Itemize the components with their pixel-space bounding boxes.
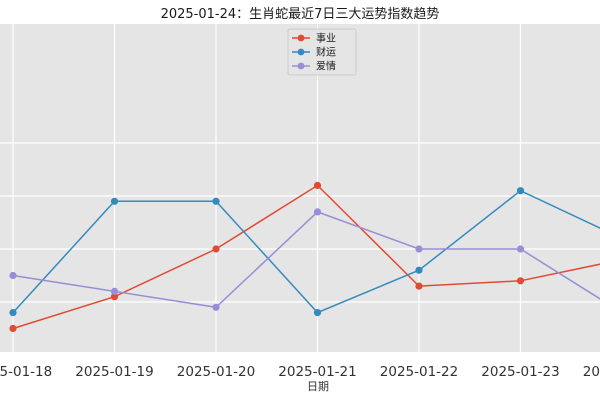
legend-box — [287, 28, 357, 76]
data-point — [9, 309, 17, 317]
data-point — [516, 245, 525, 253]
x-tick-label: 2025-01-23 — [481, 364, 559, 380]
legend-marker — [297, 62, 305, 70]
data-point — [313, 208, 322, 216]
x-tick-label: 2025-01-20 — [177, 364, 255, 380]
data-point — [212, 303, 220, 311]
data-point — [110, 293, 119, 301]
data-point — [212, 197, 220, 205]
data-point — [516, 277, 525, 285]
x-tick-label: 2025-01-21 — [278, 364, 356, 380]
series-layer — [9, 181, 600, 333]
x-tick-label: 2025-01-19 — [75, 364, 153, 380]
legend-label: 爱情 — [316, 60, 336, 73]
legend-label: 事业 — [316, 32, 336, 45]
data-point — [9, 271, 17, 280]
data-point — [9, 324, 17, 333]
data-point — [415, 245, 423, 253]
legend-marker — [297, 34, 305, 42]
x-tick-label: 2025-01-18 — [0, 364, 52, 380]
chart-title: 2025-01-24：生肖蛇最近7日三大运势指数趋势 — [161, 6, 440, 22]
data-point — [313, 309, 322, 317]
legend-label: 财运 — [316, 46, 336, 59]
data-point — [415, 266, 423, 274]
grid — [0, 24, 600, 352]
data-point — [313, 181, 322, 189]
legend-marker — [297, 48, 305, 56]
data-point — [516, 187, 525, 195]
x-axis-label: 日期 — [307, 380, 329, 393]
plot-background — [0, 24, 600, 352]
data-point — [415, 282, 423, 290]
x-tick-labels: 2025-01-18 2025-01-19 2025-01-20 2025-01-21… — [0, 364, 600, 380]
data-point — [110, 197, 119, 205]
x-tick-label: 2025-01-22 — [380, 364, 458, 380]
data-point — [212, 245, 220, 253]
data-point — [110, 287, 119, 295]
x-tick-label: 2025-01-24 — [583, 364, 600, 380]
